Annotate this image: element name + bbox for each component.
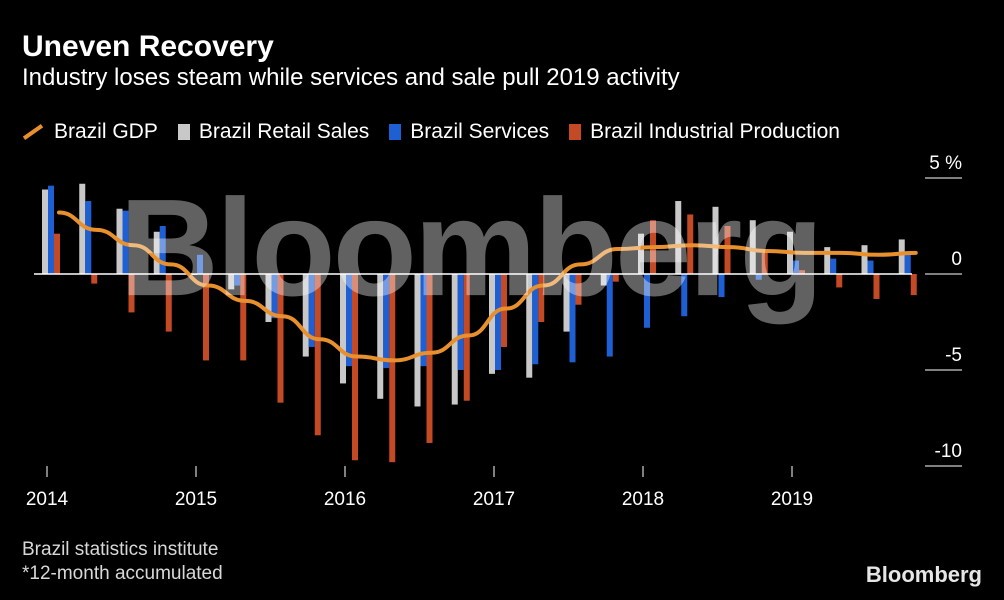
bar-brazil-industrial-production-19: [761, 252, 768, 274]
bar-brazil-industrial-production-3: [165, 274, 172, 332]
bar-brazil-retail-sales-14: [563, 274, 570, 332]
bar-brazil-services-10: [420, 274, 427, 367]
legend-label-industrial: Brazil Industrial Production: [590, 120, 840, 143]
line-brazil-gdp: [57, 210, 918, 363]
bar-brazil-services-7: [308, 274, 315, 347]
bar-brazil-industrial-production-14: [575, 274, 582, 305]
bar-brazil-industrial-production-6: [277, 274, 284, 403]
bar-brazil-retail-sales-0: [42, 189, 48, 274]
bar-brazil-services-5: [234, 274, 241, 286]
y-tick-label-3: -10: [935, 441, 962, 462]
bar-brazil-industrial-production-5: [240, 274, 247, 361]
bar-brazil-services-6: [271, 274, 278, 319]
legend-item-industrial: Brazil Industrial Production: [569, 120, 840, 144]
source-note: Brazil statistics institute *12-month ac…: [22, 538, 223, 586]
legend-item-services: Brazil Services: [389, 120, 549, 144]
x-tick-label-2016: 2016: [324, 489, 366, 510]
bar-brazil-retail-sales-19: [749, 220, 756, 274]
bar-brazil-industrial-production-15: [612, 274, 619, 282]
bar-brazil-industrial-production-10: [426, 274, 433, 443]
chart-title: Uneven Recovery: [22, 30, 274, 63]
legend-label-gdp: Brazil GDP: [54, 120, 158, 143]
bar-brazil-services-1: [85, 201, 92, 274]
bar-brazil-services-22: [867, 260, 874, 274]
bar-brazil-retail-sales-5: [228, 274, 235, 290]
bar-brazil-retail-sales-6: [265, 274, 272, 322]
bar-brazil-industrial-production-9: [389, 274, 396, 463]
y-tick-label-2: -5: [945, 345, 962, 366]
bar-brazil-industrial-production-0: [54, 233, 60, 274]
y-tick-label-1: 0: [951, 249, 962, 270]
bar-brazil-retail-sales-8: [340, 274, 346, 384]
bar-brazil-industrial-production-2: [128, 274, 135, 313]
x-tick-label-2015: 2015: [175, 489, 217, 510]
bar-brazil-industrial-production-22: [873, 274, 880, 299]
bar-brazil-industrial-production-1: [91, 274, 98, 284]
bar-brazil-services-4: [197, 254, 203, 274]
bar-brazil-services-13: [532, 274, 539, 365]
bar-brazil-services-11: [457, 274, 464, 370]
bar-brazil-retail-sales-21: [824, 247, 831, 274]
bar-brazil-services-12: [495, 274, 501, 370]
bar-brazil-services-20: [793, 260, 799, 274]
bar-brazil-services-23: [904, 252, 911, 274]
x-tick-label-2018: 2018: [622, 489, 664, 510]
bar-brazil-industrial-production-18: [724, 226, 731, 274]
legend-swatch-retail: [177, 124, 190, 140]
bar-brazil-services-18: [718, 274, 725, 298]
legend-swatch-gdp: [22, 124, 44, 140]
bar-brazil-retail-sales-12: [489, 274, 495, 374]
bar-brazil-retail-sales-22: [861, 245, 868, 274]
legend-item-retail: Brazil Retail Sales: [177, 120, 370, 144]
bar-brazil-industrial-production-21: [836, 274, 843, 288]
x-tick-label-2019: 2019: [771, 489, 813, 510]
x-tick-label-2014: 2014: [26, 489, 69, 510]
bar-brazil-retail-sales-23: [898, 239, 905, 274]
source-line-1: Brazil statistics institute: [22, 539, 219, 560]
bar-brazil-retail-sales-7: [302, 274, 309, 357]
bar-brazil-retail-sales-17: [675, 201, 682, 274]
legend-label-services: Brazil Services: [410, 120, 550, 143]
bar-brazil-industrial-production-7: [314, 274, 321, 436]
y-tick-label-0: 5 %: [929, 153, 962, 174]
bar-brazil-industrial-production-13: [538, 274, 545, 322]
x-tick-label-2017: 2017: [473, 489, 515, 510]
brand-logo: Bloomberg: [865, 562, 982, 587]
watermark: Bloomberg: [119, 171, 820, 325]
bar-brazil-retail-sales-1: [79, 183, 86, 274]
chart-subtitle: Industry loses steam while services and …: [22, 64, 680, 91]
bar-brazil-industrial-production-23: [910, 274, 917, 296]
bar-brazil-services-21: [830, 258, 837, 274]
source-line-2: *12-month accumulated: [22, 563, 223, 584]
bar-brazil-industrial-production-8: [352, 274, 358, 461]
legend-item-gdp: Brazil GDP: [22, 120, 158, 144]
bar-brazil-services-17: [681, 274, 688, 317]
legend-swatch-services: [389, 124, 402, 140]
bar-brazil-services-14: [569, 274, 576, 363]
bar-brazil-services-9: [383, 274, 390, 369]
legend-swatch-industrial: [569, 124, 582, 140]
bar-brazil-services-15: [606, 274, 613, 357]
bar-brazil-retail-sales-18: [712, 206, 719, 274]
bar-brazil-services-19: [755, 274, 762, 280]
bar-brazil-retail-sales-15: [600, 274, 607, 286]
bar-brazil-services-0: [48, 185, 54, 274]
legend-label-retail: Brazil Retail Sales: [198, 120, 370, 143]
bar-brazil-retail-sales-13: [526, 274, 533, 378]
bar-brazil-retail-sales-16: [638, 233, 644, 274]
bar-brazil-industrial-production-20: [799, 270, 805, 274]
bar-brazil-retail-sales-3: [153, 231, 160, 274]
chart-plot: Bloomberg 5 % 0 -5 -10 2014 2015 2016 2017 2018 20…: [26, 153, 962, 510]
bar-brazil-retail-sales-10: [414, 274, 421, 407]
legend: Brazil GDP Brazil Retail Sales Brazil Se…: [22, 118, 860, 146]
bar-brazil-services-8: [346, 274, 352, 367]
bar-brazil-services-3: [159, 226, 166, 274]
bar-brazil-industrial-production-4: [203, 274, 209, 361]
bar-brazil-services-16: [644, 274, 650, 328]
bar-brazil-retail-sales-9: [377, 274, 384, 399]
